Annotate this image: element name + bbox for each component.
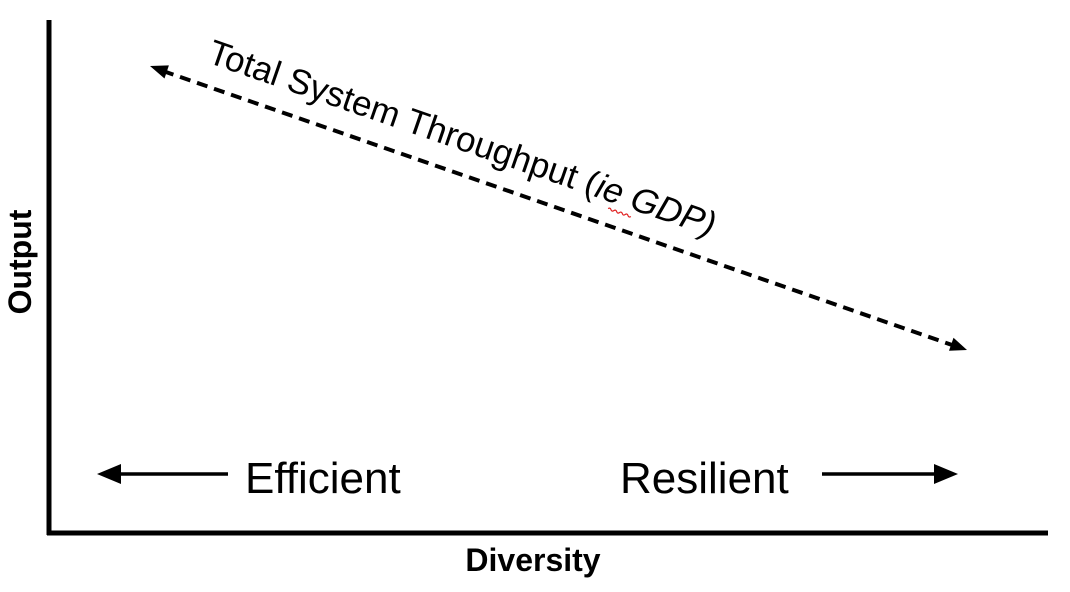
y-axis-label: Output: [2, 209, 38, 314]
trend-label-group: Total System Throughput (ie GDP): [203, 33, 721, 245]
trend-label-italic: ie GDP): [591, 167, 721, 245]
spellcheck-underline: [607, 207, 632, 218]
trend-arrowhead-left: [150, 65, 169, 79]
efficient-arrowhead: [97, 464, 121, 484]
trend-label-prefix: Total System Throughput (: [203, 33, 603, 204]
trend-arrow: [150, 65, 967, 351]
resilient-arrowhead: [934, 464, 958, 484]
trend-arrowhead-right: [949, 337, 967, 351]
trend-label: Total System Throughput (ie GDP): [203, 33, 721, 245]
trend-line: [162, 69, 956, 348]
resilient-indicator: Resilient: [620, 454, 958, 503]
efficient-indicator: Efficient: [97, 454, 401, 503]
efficient-label: Efficient: [245, 454, 401, 503]
x-axis-label: Diversity: [465, 542, 600, 578]
resilient-label: Resilient: [620, 454, 789, 503]
